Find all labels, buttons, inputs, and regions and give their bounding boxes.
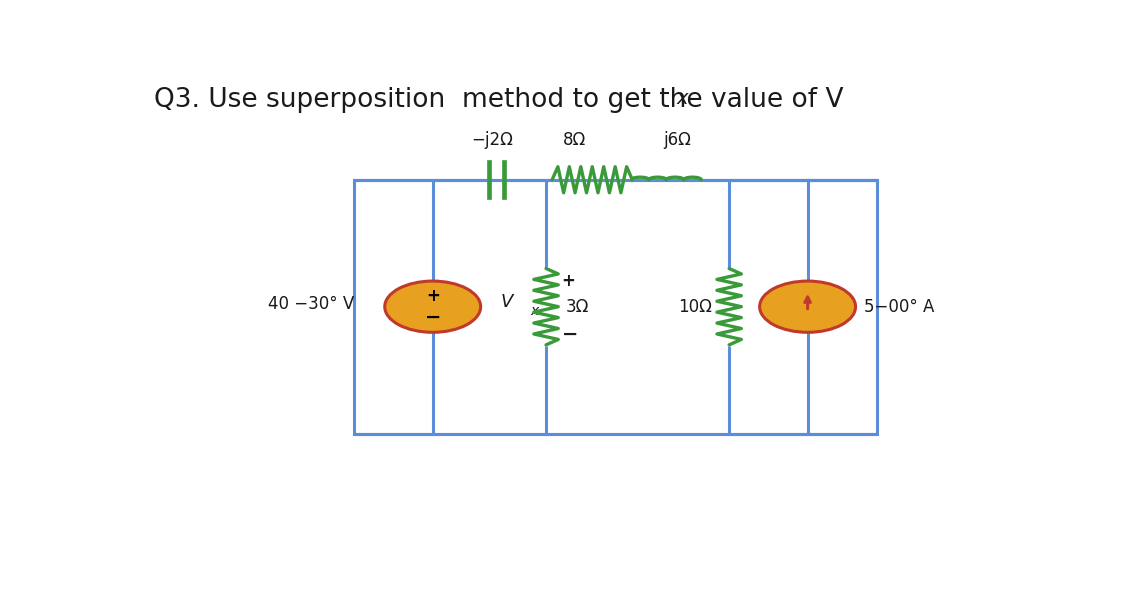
Circle shape xyxy=(759,281,856,332)
Text: −j2Ω: −j2Ω xyxy=(471,131,513,149)
Text: −: − xyxy=(561,325,578,344)
Text: 10Ω: 10Ω xyxy=(678,298,712,316)
Text: x: x xyxy=(677,89,688,108)
Text: j6Ω: j6Ω xyxy=(663,131,691,149)
Text: x: x xyxy=(530,304,539,318)
Text: +: + xyxy=(561,272,576,290)
Text: 3Ω: 3Ω xyxy=(565,298,588,316)
Text: +: + xyxy=(425,287,440,305)
Text: V: V xyxy=(501,293,513,311)
Text: 8Ω: 8Ω xyxy=(564,131,586,149)
Text: 5−00° A: 5−00° A xyxy=(864,298,935,316)
Text: 40 −30° V: 40 −30° V xyxy=(268,295,353,313)
Text: −: − xyxy=(424,308,441,327)
Text: Q3. Use superposition  method to get the value of V: Q3. Use superposition method to get the … xyxy=(154,87,844,113)
Circle shape xyxy=(385,281,480,332)
